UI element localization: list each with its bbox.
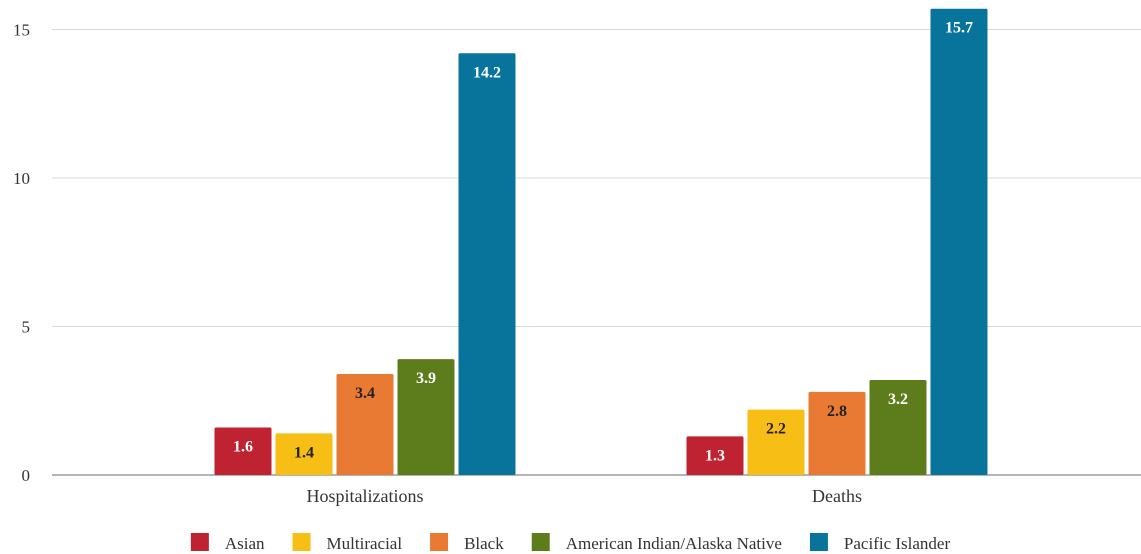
data-label: 2.2 (766, 421, 786, 438)
data-label: 14.2 (473, 64, 501, 81)
bar-black (336, 374, 394, 475)
x-category-label: Hospitalizations (307, 486, 424, 506)
legend-label: Multiracial (327, 534, 403, 553)
legend-label: Black (464, 534, 504, 553)
bar-asian (214, 427, 272, 475)
y-tick-label: 0 (22, 466, 31, 485)
bar-pacific-islander (458, 53, 516, 475)
legend-label: Pacific Islander (844, 534, 951, 553)
data-label: 1.3 (705, 447, 725, 464)
bar-pacific-islander (930, 8, 988, 476)
legend-label: American Indian/Alaska Native (566, 534, 782, 553)
legend-label: Asian (225, 534, 265, 553)
y-tick-label: 15 (13, 21, 30, 40)
bar-multiracial (275, 433, 333, 475)
data-label: 1.6 (233, 438, 253, 455)
legend-swatch (531, 533, 550, 551)
data-label: 3.4 (355, 385, 375, 402)
legend-swatch (292, 533, 311, 551)
data-label: 2.8 (827, 403, 847, 420)
x-category-label: Deaths (812, 486, 862, 506)
bar-black (808, 391, 866, 475)
legend-swatch (430, 533, 449, 551)
bar-american-indian-alaska-native (869, 379, 927, 475)
legend-swatch (809, 533, 828, 551)
bar-multiracial (747, 409, 805, 475)
data-label: 3.2 (888, 391, 908, 408)
data-label: 3.9 (416, 370, 436, 387)
y-tick-label: 10 (13, 169, 30, 188)
data-label: 1.4 (294, 444, 314, 461)
y-tick-label: 5 (22, 318, 31, 337)
bar-american-indian-alaska-native (397, 359, 455, 475)
bar-asian (686, 436, 744, 475)
legend-swatch (190, 533, 209, 551)
data-label: 15.7 (945, 20, 973, 37)
